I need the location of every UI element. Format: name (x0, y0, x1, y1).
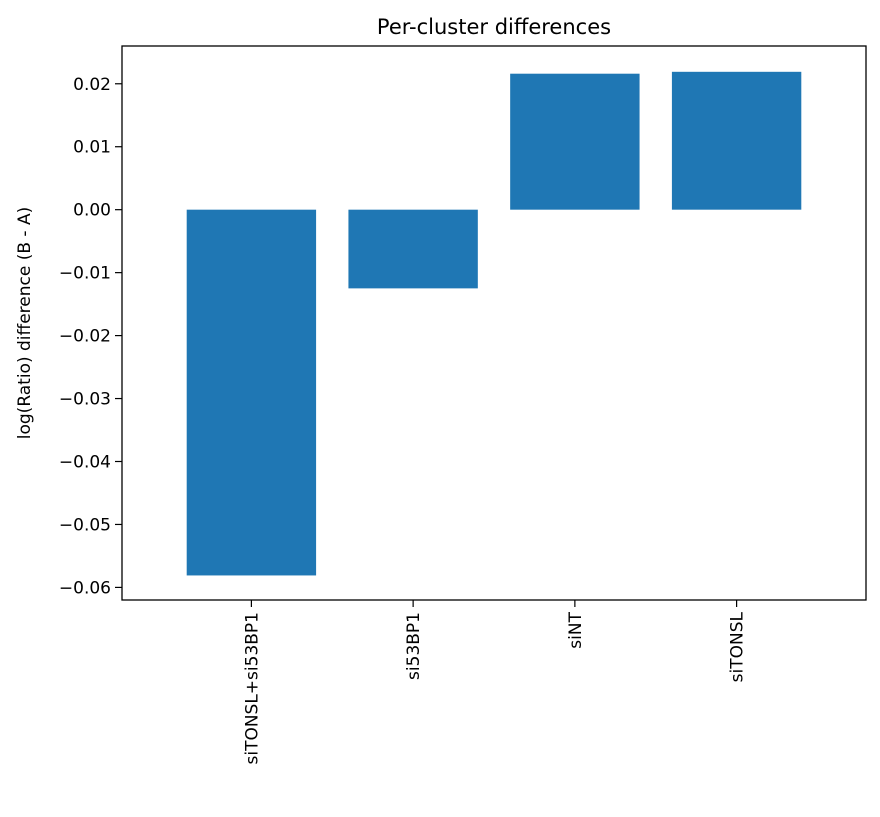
y-tick-label-1: 0.01 (73, 138, 111, 158)
bar-3 (671, 71, 802, 210)
bars-layer (186, 71, 802, 576)
x-tick-label-2: siNT (566, 611, 586, 648)
y-tick-label-2: 0.00 (73, 201, 111, 221)
bar-2 (510, 73, 640, 210)
x-tick-label-1: si53BP1 (404, 612, 424, 680)
x-ticks: siTONSL+si53BP1 si53BP1 siNT siTONSL (242, 600, 748, 765)
y-tick-label-8: −0.06 (59, 578, 111, 598)
y-tick-label-5: −0.03 (59, 390, 111, 410)
chart-title: Per-cluster differences (377, 15, 611, 39)
y-tick-label-3: −0.01 (59, 264, 111, 284)
bar-1 (348, 209, 478, 289)
x-tick-label-0: siTONSL+si53BP1 (242, 612, 262, 765)
y-ticks: 0.02 0.01 0.00 −0.01 −0.02 −0.03 −0.04 −0.05 −0.… (59, 75, 122, 598)
plot-frame (121, 45, 867, 601)
y-tick-label-7: −0.05 (59, 515, 111, 535)
y-tick-label-4: −0.02 (59, 327, 111, 347)
y-axis-label: log(Ratio) difference (B - A) (15, 207, 35, 439)
y-tick-label-0: 0.02 (73, 75, 111, 95)
x-tick-label-3: siTONSL (728, 611, 748, 682)
bar-0 (186, 209, 317, 576)
y-tick-label-6: −0.04 (59, 453, 111, 473)
